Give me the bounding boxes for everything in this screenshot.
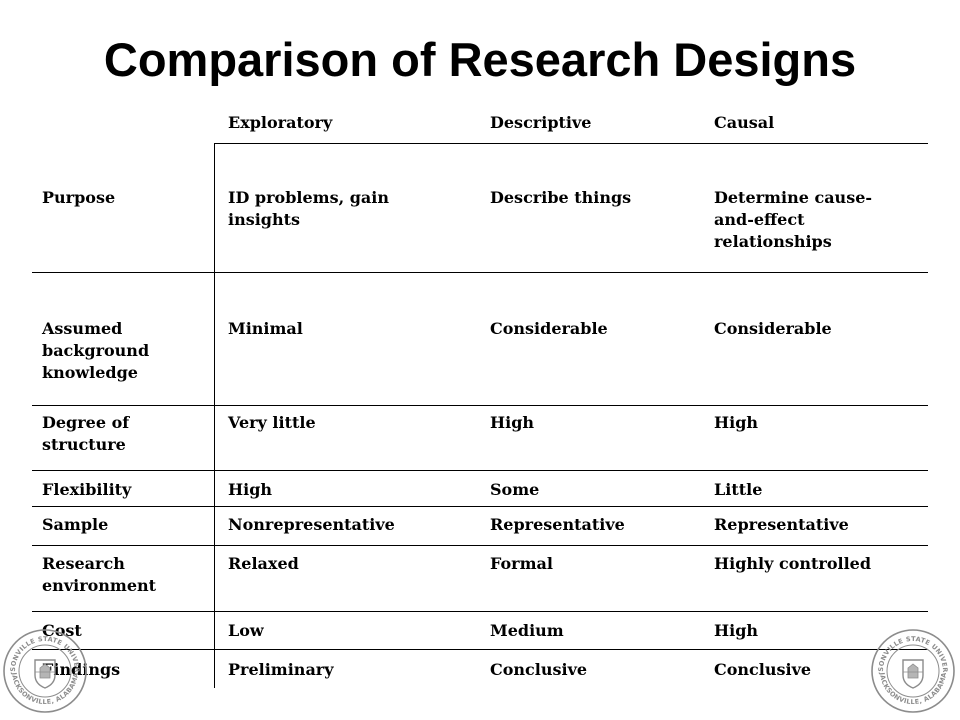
row-divider — [32, 506, 928, 507]
row-label-line: Sample — [42, 515, 109, 534]
cell-line: Determine cause- — [714, 188, 873, 207]
cell-exploratory: Relaxed — [228, 553, 299, 575]
seal-text-top: JACKSONVILLE STATE UNIVERSITY — [0, 622, 81, 673]
row-label: Degree of structure — [42, 412, 129, 456]
row-divider — [32, 545, 928, 546]
cell-line: and-effect — [714, 210, 805, 229]
cell-line: insights — [228, 210, 301, 229]
cell-exploratory: High — [228, 479, 272, 501]
svg-text:JACKSONVILLE STATE UNIVERSITY: JACKSONVILLE STATE UNIVERSITY — [870, 628, 949, 673]
cell-exploratory: Minimal — [228, 318, 303, 340]
row-label-line: knowledge — [42, 363, 138, 382]
svg-text:JACKSONVILLE STATE UNIVERSITY: JACKSONVILLE STATE UNIVERSITY — [2, 628, 81, 673]
row-label-line: Cost — [42, 621, 82, 640]
cell-line: Representative — [714, 515, 849, 534]
row-divider — [32, 405, 928, 406]
cell-line: Conclusive — [714, 660, 812, 679]
cell-line: High — [490, 413, 535, 432]
cell-line: ID problems, gain — [228, 188, 390, 207]
cell-exploratory: Low — [228, 620, 264, 642]
cell-line: Considerable — [490, 319, 608, 338]
cell-causal: High — [714, 412, 758, 434]
cell-exploratory: ID problems, gain insights — [228, 187, 389, 231]
row-divider — [32, 649, 928, 650]
university-seal-right: JACKSONVILLE STATE UNIVERSITY JACKSONVIL… — [866, 622, 956, 714]
column-header-causal: Causal — [714, 113, 775, 132]
row-label-line: environment — [42, 576, 157, 595]
row-divider — [32, 470, 928, 471]
cell-causal: Considerable — [714, 318, 832, 340]
cell-line: Medium — [490, 621, 564, 640]
row-label-line: Purpose — [42, 188, 116, 207]
row-label: Findings — [42, 659, 120, 681]
row-label-line: Research — [42, 554, 125, 573]
cell-descriptive: Conclusive — [490, 659, 587, 681]
cell-causal: Conclusive — [714, 659, 811, 681]
cell-line: Highly controlled — [714, 554, 872, 573]
cell-causal: Little — [714, 479, 762, 501]
seal-icon: JACKSONVILLE STATE UNIVERSITY JACKSONVIL… — [0, 622, 87, 713]
cell-line: Preliminary — [228, 660, 334, 679]
row-divider — [32, 272, 928, 273]
university-seal-left: JACKSONVILLE STATE UNIVERSITY JACKSONVIL… — [0, 622, 88, 714]
row-label-line: Assumed — [42, 319, 123, 338]
cell-causal: Determine cause-and-effect relationships — [714, 187, 872, 253]
cell-line: Very little — [228, 413, 316, 432]
cell-exploratory: Nonrepresentative — [228, 514, 395, 536]
column-divider — [214, 143, 215, 688]
cell-line: High — [228, 480, 273, 499]
row-label: Flexibility — [42, 479, 131, 501]
cell-exploratory: Preliminary — [228, 659, 334, 681]
cell-line: Conclusive — [490, 660, 588, 679]
row-label-line: Flexibility — [42, 480, 132, 499]
cell-descriptive: Some — [490, 479, 539, 501]
cell-line: Formal — [490, 554, 553, 573]
cell-line: Low — [228, 621, 264, 640]
cell-causal: High — [714, 620, 758, 642]
row-label: Cost — [42, 620, 82, 642]
cell-descriptive: Describe things — [490, 187, 631, 209]
cell-line: Considerable — [714, 319, 832, 338]
page-title: Comparison of Research Designs — [103, 33, 857, 86]
column-header-exploratory: Exploratory — [228, 113, 333, 132]
cell-line: Relaxed — [228, 554, 299, 573]
cell-line: Little — [714, 480, 763, 499]
seal-icon: JACKSONVILLE STATE UNIVERSITY JACKSONVIL… — [866, 622, 955, 713]
cell-line: Representative — [490, 515, 625, 534]
row-label: Sample — [42, 514, 108, 536]
row-label: Purpose — [42, 187, 115, 209]
column-header-descriptive: Descriptive — [490, 113, 592, 132]
cell-causal: Highly controlled — [714, 553, 871, 575]
cell-line: relationships — [714, 232, 832, 251]
cell-exploratory: Very little — [228, 412, 316, 434]
cell-line: Minimal — [228, 319, 303, 338]
row-label-line: Degree of — [42, 413, 130, 432]
seal-text-top: JACKSONVILLE STATE UNIVERSITY — [866, 622, 948, 673]
cell-causal: Representative — [714, 514, 849, 536]
row-divider — [32, 611, 928, 612]
row-label: Assumed background knowledge — [42, 318, 149, 384]
cell-descriptive: High — [490, 412, 534, 434]
header-rule — [214, 143, 928, 144]
cell-descriptive: Medium — [490, 620, 564, 642]
row-label: Research environment — [42, 553, 156, 597]
cell-descriptive: Formal — [490, 553, 553, 575]
cell-descriptive: Considerable — [490, 318, 608, 340]
row-label-line: background — [42, 341, 150, 360]
row-label-line: structure — [42, 435, 126, 454]
cell-line: Describe things — [490, 188, 632, 207]
cell-descriptive: Representative — [490, 514, 625, 536]
row-label-line: Findings — [42, 660, 121, 679]
cell-line: High — [714, 621, 759, 640]
cell-line: Nonrepresentative — [228, 515, 395, 534]
cell-line: High — [714, 413, 759, 432]
cell-line: Some — [490, 480, 540, 499]
